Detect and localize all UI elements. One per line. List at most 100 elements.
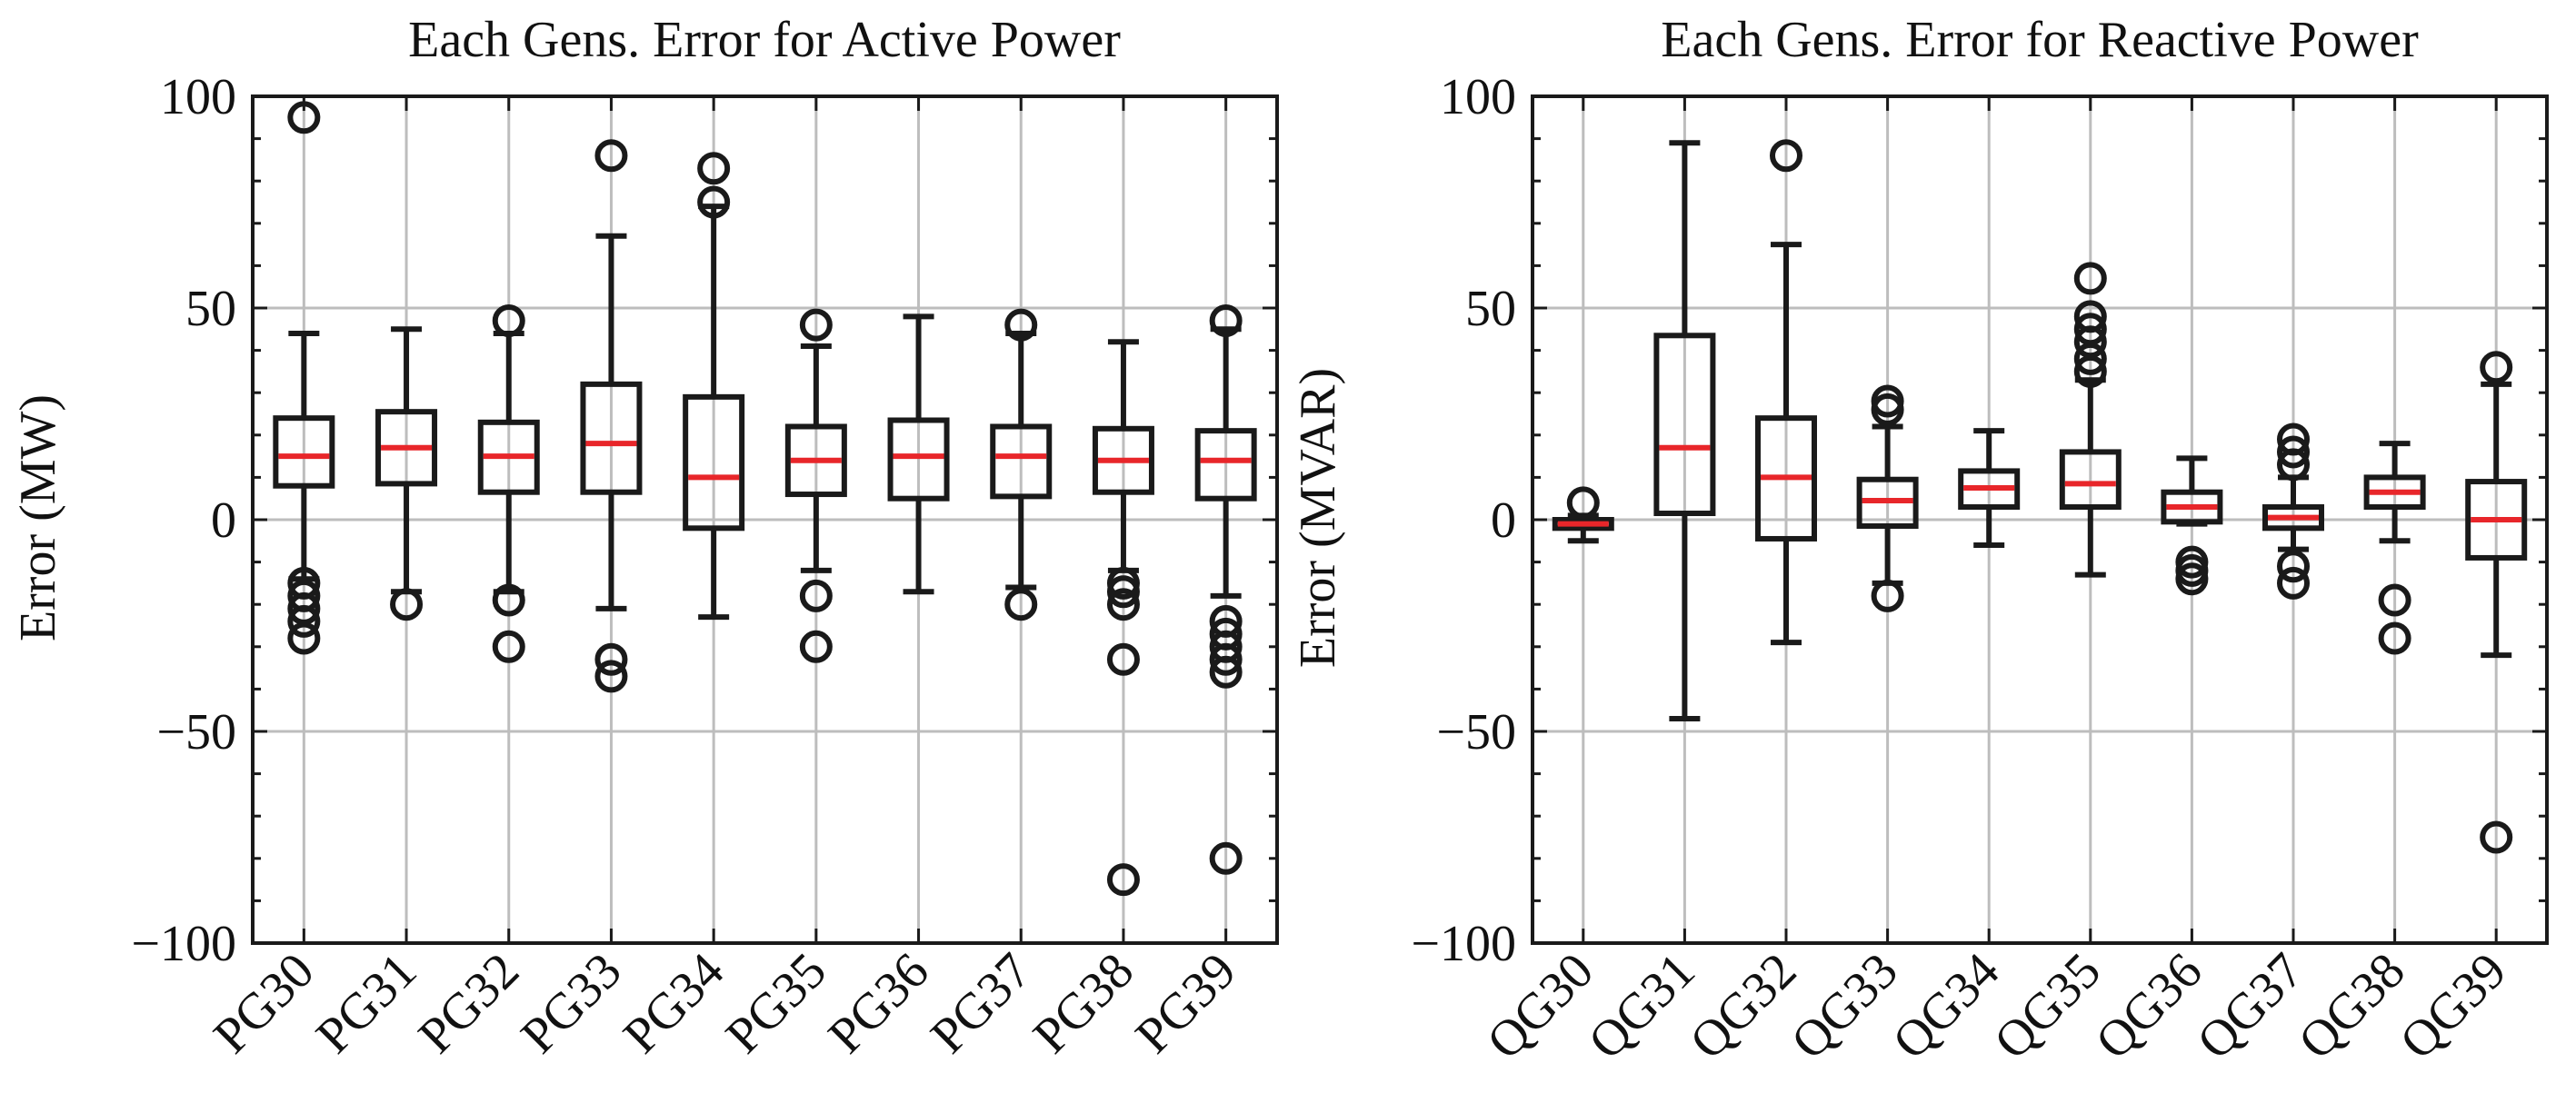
outlier-point xyxy=(594,660,628,693)
box-QG33 xyxy=(1856,384,1919,612)
box-iqr xyxy=(683,393,745,532)
y-tick-labels: −100 −50 0 50 100 xyxy=(1411,69,1516,972)
outlier-point xyxy=(2480,351,2513,384)
box-iqr xyxy=(580,381,643,495)
outlier-point xyxy=(799,630,833,663)
reactive-power-panel: Each Gens. Error for Reactive Power Erro… xyxy=(1290,12,2549,1070)
outlier-point xyxy=(1770,139,1802,173)
outlier-point xyxy=(697,152,731,185)
x-tick-label: QG36 xyxy=(2085,942,2213,1070)
outlier-point xyxy=(492,583,525,617)
x-tick-label: QG39 xyxy=(2390,942,2518,1070)
box-PG34 xyxy=(683,152,745,621)
box-iqr xyxy=(784,423,847,498)
x-tick-label: QG34 xyxy=(1882,942,2011,1070)
x-tick-label: PG37 xyxy=(920,942,1042,1064)
box-iqr xyxy=(2262,504,2324,532)
outlier-point xyxy=(594,642,628,676)
y-tick-label: 0 xyxy=(211,492,236,549)
outlier-point xyxy=(2175,562,2209,596)
x-tick-label: PG36 xyxy=(818,942,940,1064)
outlier-point xyxy=(492,303,525,337)
outlier-point xyxy=(2073,262,2107,295)
y-tick-label: 100 xyxy=(160,69,236,125)
box-iqr xyxy=(2363,474,2426,511)
outlier-point xyxy=(1566,486,1600,520)
axis-ticks xyxy=(1533,94,2547,945)
x-tick-label: QG37 xyxy=(2187,942,2315,1070)
outlier-point xyxy=(2073,354,2107,388)
box-iqr xyxy=(1653,333,1716,517)
outlier-point xyxy=(2378,621,2411,655)
box-QG37 xyxy=(2262,422,2324,600)
y-tick-labels: −100 −50 0 50 100 xyxy=(131,69,236,972)
y-axis-label: Error (MVAR) xyxy=(1290,368,1346,668)
outlier-point xyxy=(799,579,833,612)
outlier-point xyxy=(1004,308,1038,342)
box-series xyxy=(273,101,1257,897)
box-iqr xyxy=(273,415,335,489)
outlier-point xyxy=(2277,448,2310,482)
active-power-panel: Each Gens. Error for Active Power Error … xyxy=(10,12,1279,1064)
outlier-point xyxy=(1004,588,1038,621)
outlier-point xyxy=(1209,655,1243,689)
outlier-point xyxy=(1106,588,1140,621)
y-tick-label: −100 xyxy=(1411,916,1516,972)
x-tick-label: PG39 xyxy=(1125,942,1247,1064)
box-QG34 xyxy=(1958,428,2021,548)
outlier-point xyxy=(2378,583,2411,617)
box-iqr xyxy=(1755,415,1817,542)
outlier-point xyxy=(287,621,321,655)
x-tick-label: PG38 xyxy=(1023,942,1144,1064)
box-PG33 xyxy=(580,139,643,693)
outlier-point xyxy=(594,139,628,173)
outlier-point xyxy=(390,588,424,621)
axis-ticks xyxy=(253,94,1277,945)
x-tick-label: QG33 xyxy=(1781,942,1909,1070)
x-tick-label: PG34 xyxy=(613,942,734,1064)
box-QG31 xyxy=(1653,140,1716,722)
outlier-point xyxy=(1106,575,1140,609)
x-tick-label: PG32 xyxy=(408,942,530,1064)
outlier-point xyxy=(2277,435,2310,469)
box-series xyxy=(1552,139,2528,854)
box-QG38 xyxy=(2363,441,2426,655)
chart-title: Each Gens. Error for Active Power xyxy=(408,12,1121,68)
box-QG36 xyxy=(2161,455,2223,596)
box-iqr xyxy=(375,409,438,487)
box-PG38 xyxy=(1092,339,1154,897)
box-iqr xyxy=(2059,449,2122,511)
box-iqr xyxy=(2465,479,2528,561)
box-iqr xyxy=(990,423,1053,500)
y-tick-label: −50 xyxy=(1436,704,1516,760)
outlier-point xyxy=(1106,642,1140,676)
box-PG35 xyxy=(784,308,847,663)
x-tick-label: QG35 xyxy=(1983,942,2112,1070)
outlier-point xyxy=(2073,342,2107,375)
box-QG35 xyxy=(2059,262,2122,578)
box-QG32 xyxy=(1755,139,1817,646)
box-QG30 xyxy=(1552,486,1614,544)
y-tick-label: −50 xyxy=(156,704,236,760)
outlier-point xyxy=(1871,393,1904,426)
chart-title: Each Gens. Error for Reactive Power xyxy=(1661,12,2419,68)
y-tick-label: 50 xyxy=(1465,281,1516,337)
box-PG37 xyxy=(990,308,1053,621)
box-iqr xyxy=(1958,468,2021,511)
box-PG36 xyxy=(887,313,950,595)
outlier-point xyxy=(2277,550,2310,583)
box-PG31 xyxy=(375,326,438,621)
box-iqr xyxy=(887,417,950,502)
y-axis-label: Error (MW) xyxy=(10,394,66,641)
box-iqr xyxy=(1194,428,1257,502)
box-PG39 xyxy=(1194,303,1257,875)
outlier-point xyxy=(1106,863,1140,897)
y-tick-label: 100 xyxy=(1440,69,1516,125)
x-tick-label: QG32 xyxy=(1680,942,1808,1070)
outlier-point xyxy=(799,308,833,342)
outlier-point xyxy=(697,185,731,219)
x-tick-label: PG33 xyxy=(511,942,633,1064)
